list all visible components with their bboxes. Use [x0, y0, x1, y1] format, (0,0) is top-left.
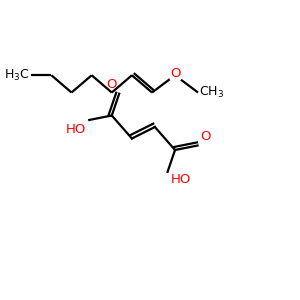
Text: HO: HO [170, 173, 191, 186]
Text: H$_3$C: H$_3$C [4, 68, 30, 83]
Text: O: O [170, 67, 180, 80]
Text: O: O [106, 78, 116, 91]
Text: CH$_3$: CH$_3$ [200, 85, 225, 100]
Text: O: O [200, 130, 211, 143]
Text: HO: HO [66, 123, 86, 136]
